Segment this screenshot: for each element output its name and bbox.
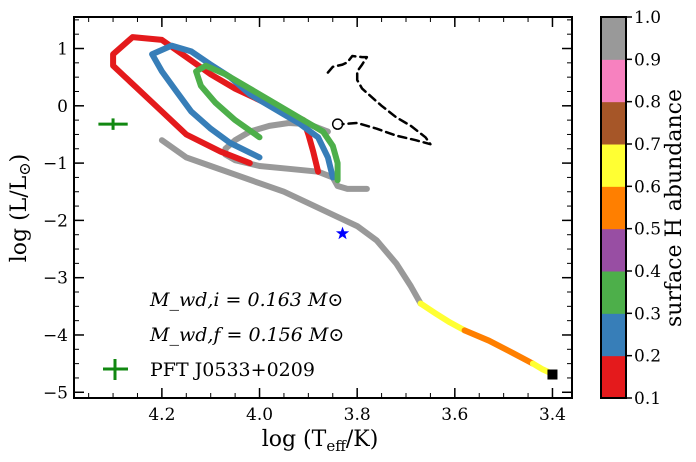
annotation-mass-final: M_wd,f = 0.156 M⊙ <box>149 324 344 346</box>
series-4 <box>193 62 341 184</box>
y-tick-label: 0 <box>57 97 68 117</box>
colorbar-bin-5 <box>601 144 626 187</box>
series-7 <box>461 327 536 367</box>
colorbar-bin-1 <box>601 313 626 357</box>
colorbar-tick-label: 0.2 <box>634 347 661 367</box>
x-axis-label: log (Teff/K) <box>262 427 379 455</box>
colorbar-bin-2 <box>601 271 626 314</box>
colorbar-tick-label: 0.6 <box>634 177 661 197</box>
colorbar-tick-label: 0.1 <box>634 389 661 409</box>
annotation-mass-initial: M_wd,i = 0.163 M⊙ <box>149 289 343 311</box>
x-tick-label: 3.8 <box>344 405 371 425</box>
y-tick-label: −5 <box>43 383 68 403</box>
y-tick-label: −1 <box>43 154 68 174</box>
colorbar-label: surface H abundance <box>662 89 687 327</box>
y-tick-label: 1 <box>57 40 68 60</box>
x-tick-label: 3.6 <box>441 405 468 425</box>
colorbar-tick-label: 0.7 <box>634 135 661 155</box>
series-0 <box>326 54 432 146</box>
colorbar-tick-label: 0.9 <box>634 50 661 70</box>
colorbar-bin-6 <box>601 101 626 145</box>
series-6 <box>417 300 468 334</box>
axis-ticks: 4.2 4.0 3.8 3.6 3.4 1 0 −1 −2 −3 −4 −5 <box>43 17 572 425</box>
colorbar-tick-label: 0.4 <box>634 262 661 282</box>
legend-label: PFT J0533+0209 <box>150 359 315 381</box>
colorbar-tick-label: 0.3 <box>634 304 661 324</box>
start-circle <box>331 118 344 130</box>
legend-errorbar-icon <box>103 359 128 380</box>
series-5 <box>158 137 424 307</box>
colorbar-bin-3 <box>601 228 626 272</box>
colorbar-tick-label: 0.8 <box>634 93 661 113</box>
colorbar-frame <box>600 16 627 399</box>
plot-frame <box>73 16 573 399</box>
colorbar-tick-label: 1.0 <box>634 8 661 28</box>
colorbar-tick-label: 0.5 <box>634 220 661 240</box>
observed-star <box>335 226 350 240</box>
colorbar-bin-0 <box>601 355 626 399</box>
series-3 <box>149 42 336 181</box>
pft-errorbar <box>98 118 128 130</box>
colorbar-bin-4 <box>601 186 626 230</box>
y-tick-label: −2 <box>43 211 68 231</box>
y-tick-label: −3 <box>43 269 68 289</box>
y-axis-label: log (L/L⊙) <box>7 154 34 263</box>
plot-area <box>98 34 558 380</box>
colorbar-bin-7 <box>601 59 626 103</box>
colorbar: 0.1 0.2 0.3 0.4 0.5 0.6 0.7 0.8 0.9 1.0 <box>601 8 661 409</box>
x-tick-label: 3.4 <box>539 405 566 425</box>
final-point <box>547 369 558 380</box>
x-tick-label: 4.2 <box>148 405 175 425</box>
x-tick-label: 4.0 <box>246 405 273 425</box>
y-tick-label: −4 <box>43 326 68 346</box>
colorbar-bin-8 <box>601 17 626 60</box>
